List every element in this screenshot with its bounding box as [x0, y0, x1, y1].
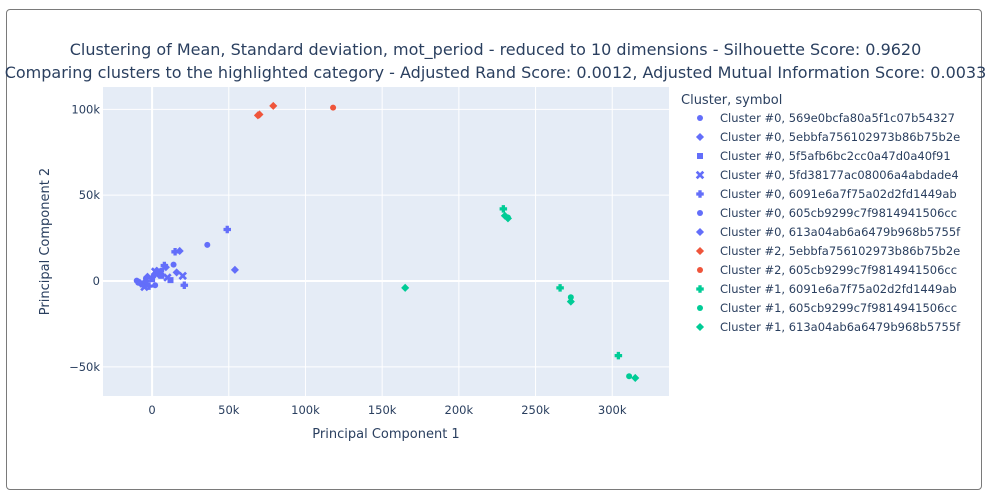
legend-label: Cluster #1, 6091e6a7f75a02d2fd1449ab [720, 282, 957, 296]
legend-label: Cluster #1, 613a04ab6a6479b968b5755f [720, 320, 961, 334]
data-point [163, 273, 172, 282]
y-tick-label: −50k [69, 360, 100, 374]
legend-label: Cluster #1, 605cb9299c7f9814941506cc [720, 301, 957, 315]
legend-item[interactable]: Cluster #0, 5f5afb6bc2cc0a47d0a40f91 [697, 149, 951, 163]
grid-lines [103, 87, 669, 396]
series-8 [330, 104, 337, 111]
legend-marker [695, 170, 705, 180]
data-point [135, 279, 142, 286]
data-point [567, 294, 574, 301]
series-5 [135, 261, 177, 286]
data-point [145, 282, 153, 290]
data-point [401, 283, 410, 292]
x-axis-ticks: 0 50k 100k 150k 200k 250k 300k [148, 403, 626, 417]
data-point [223, 225, 231, 234]
legend-label: Cluster #0, 569e0bcfa80a5f1c07b54327 [720, 111, 955, 125]
legend-item[interactable]: Cluster #0, 569e0bcfa80a5f1c07b54327 [697, 111, 955, 125]
legend-item[interactable]: Cluster #0, 6091e6a7f75a02d2fd1449ab [696, 187, 957, 201]
data-point [161, 263, 170, 272]
data-point [614, 351, 623, 360]
legend-item[interactable]: Cluster #1, 605cb9299c7f9814941506cc [697, 301, 957, 315]
plot-area [103, 87, 669, 396]
legend-marker [695, 322, 705, 332]
y-tick-label: 100k [71, 102, 100, 116]
legend-item[interactable]: Cluster #0, 605cb9299c7f9814941506cc [697, 206, 957, 220]
legend-marker [697, 210, 703, 216]
series-6 [141, 263, 181, 286]
legend-item[interactable]: Cluster #1, 6091e6a7f75a02d2fd1449ab [696, 282, 957, 296]
data-point [253, 111, 262, 120]
data-points [133, 101, 640, 383]
data-point [170, 261, 177, 268]
legend-marker [696, 285, 704, 293]
data-point [230, 265, 239, 274]
data-point [149, 276, 156, 283]
y-axis-ticks: −50k 0 50k 100k [69, 102, 100, 374]
legend-item[interactable]: Cluster #2, 605cb9299c7f9814941506cc [697, 263, 957, 277]
x-tick-label: 0 [148, 403, 155, 417]
legend-item[interactable]: Cluster #2, 5ebbfa756102973b86b75b2e [695, 244, 960, 258]
legend-label: Cluster #0, 5fd38177ac08006a4abdade4 [720, 168, 959, 182]
data-point [171, 248, 179, 256]
data-point [175, 246, 184, 255]
data-point [180, 281, 189, 290]
legend-item[interactable]: Cluster #0, 5ebbfa756102973b86b75b2e [695, 130, 960, 144]
data-point [503, 214, 512, 223]
legend-marker [695, 132, 705, 142]
x-tick-label: 200k [445, 403, 474, 417]
x-tick-label: 100k [291, 403, 320, 417]
legend-marker [695, 246, 705, 256]
series-7 [253, 101, 278, 120]
x-tick-label: 250k [521, 403, 550, 417]
data-point [172, 268, 181, 277]
legend-label: Cluster #0, 605cb9299c7f9814941506cc [720, 206, 957, 220]
data-point [269, 101, 278, 110]
data-point [330, 104, 337, 111]
x-tick-label: 150k [368, 403, 397, 417]
legend-item[interactable]: Cluster #0, 613a04ab6a6479b968b5755f [695, 225, 961, 239]
series-11 [401, 211, 640, 383]
legend-label: Cluster #2, 5ebbfa756102973b86b75b2e [720, 244, 960, 258]
data-point [566, 297, 575, 306]
data-point [152, 282, 159, 289]
legend-item[interactable]: Cluster #0, 5fd38177ac08006a4abdade4 [695, 168, 959, 182]
data-point [158, 272, 165, 279]
x-tick-label: 50k [218, 403, 240, 417]
data-point [631, 373, 640, 383]
legend-marker [697, 115, 703, 121]
data-point [178, 271, 188, 281]
x-tick-label: 300k [598, 403, 627, 417]
x-axis-label: Principal Component 1 [312, 427, 459, 442]
legend-marker [697, 153, 703, 159]
legend-label: Cluster #0, 5ebbfa756102973b86b75b2e [720, 130, 960, 144]
legend-marker [696, 190, 704, 198]
data-point [158, 267, 165, 274]
data-point [141, 276, 150, 286]
y-tick-label: 50k [79, 188, 101, 202]
legend-label: Cluster #0, 5f5afb6bc2cc0a47d0a40f91 [720, 149, 951, 163]
legend-label: Cluster #0, 6091e6a7f75a02d2fd1449ab [720, 187, 957, 201]
legend-marker [695, 227, 705, 237]
chart-subtitle: Comparing clusters to the highlighted ca… [4, 63, 987, 82]
data-point [204, 241, 211, 248]
legend-marker [697, 305, 703, 311]
legend-marker [697, 267, 703, 273]
data-point [626, 373, 633, 380]
legend-item[interactable]: Cluster #1, 613a04ab6a6479b968b5755f [695, 320, 961, 334]
data-point [500, 211, 509, 220]
series-9 [499, 205, 623, 360]
legend-label: Cluster #2, 605cb9299c7f9814941506cc [720, 263, 957, 277]
data-point [152, 266, 161, 275]
chart-title: Clustering of Mean, Standard deviation, … [69, 40, 922, 59]
legend-label: Cluster #0, 613a04ab6a6479b968b5755f [720, 225, 961, 239]
y-axis-label: Principal Component 2 [38, 168, 53, 315]
data-point [150, 272, 157, 279]
data-point [499, 205, 508, 213]
legend: Cluster, symbol Cluster #0, 569e0bcfa80a… [681, 93, 961, 334]
data-point [556, 284, 564, 292]
y-tick-label: 0 [93, 274, 100, 288]
legend-title: Cluster, symbol [681, 93, 782, 108]
